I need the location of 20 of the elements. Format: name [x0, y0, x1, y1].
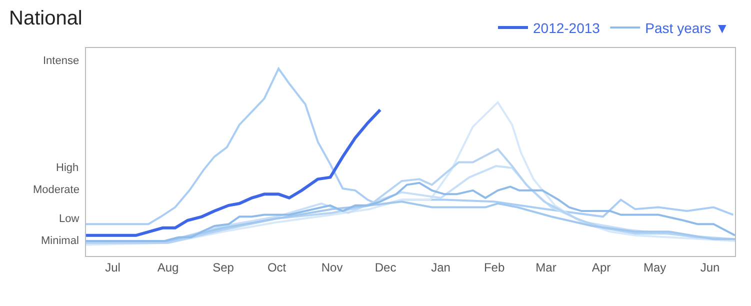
x-tick-label: Sep: [212, 260, 234, 274]
x-tick-label: Dec: [374, 260, 396, 274]
x-tick-label: Jun: [700, 260, 720, 274]
x-tick-label: Oct: [267, 260, 287, 274]
text: Low: [59, 213, 80, 225]
x-tick-label: Aug: [157, 260, 179, 274]
chart-title: National: [9, 8, 82, 30]
text: High: [56, 162, 79, 174]
x-tick-label: Mar: [536, 260, 556, 274]
text: Intense: [43, 55, 80, 67]
legend-label: 2012-2013: [533, 20, 600, 36]
x-tick-label: Apr: [592, 260, 611, 274]
x-tick-label: Nov: [321, 260, 343, 274]
x-tick-label: May: [643, 260, 666, 274]
x-tick-label: Jul: [105, 260, 120, 274]
legend-label: Past years ▼: [645, 20, 730, 36]
text: Minimal: [41, 235, 79, 247]
x-tick-label: Feb: [484, 260, 505, 274]
x-tick-label: Jan: [431, 260, 450, 274]
text: Moderate: [33, 184, 80, 196]
